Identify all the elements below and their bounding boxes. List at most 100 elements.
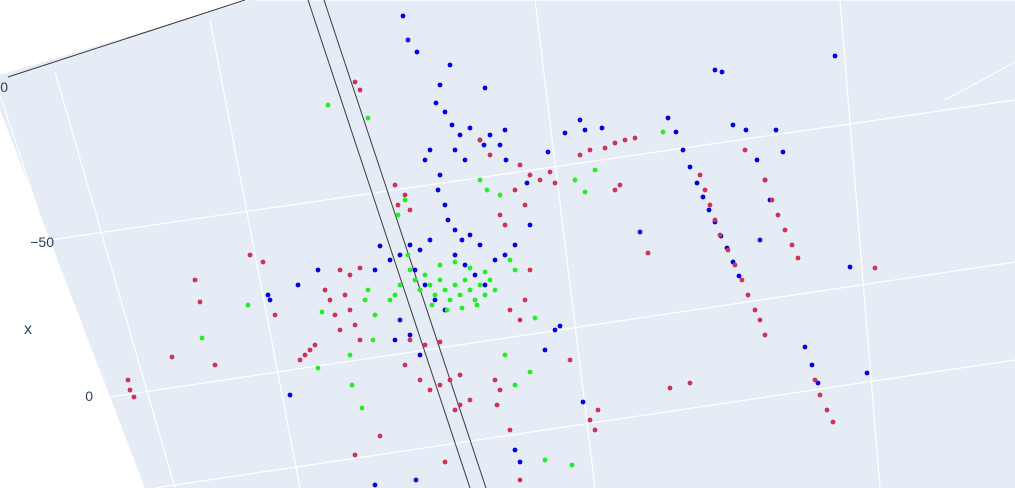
data-point xyxy=(502,127,508,133)
data-point xyxy=(315,267,321,273)
data-point xyxy=(359,405,365,411)
data-point xyxy=(377,433,383,439)
data-point xyxy=(569,462,575,468)
data-point xyxy=(537,177,543,183)
data-point xyxy=(295,282,301,288)
data-point xyxy=(452,252,458,258)
data-point xyxy=(795,255,801,261)
data-point xyxy=(297,357,303,363)
data-point xyxy=(482,282,488,288)
data-points xyxy=(125,13,878,488)
data-point xyxy=(417,247,423,253)
data-point xyxy=(694,180,700,186)
data-point xyxy=(337,327,343,333)
data-point xyxy=(407,242,413,248)
data-point xyxy=(392,182,398,188)
data-point xyxy=(352,452,358,458)
data-point xyxy=(602,145,608,151)
data-point xyxy=(502,352,508,358)
data-point xyxy=(492,257,498,263)
data-point xyxy=(592,167,598,173)
data-point xyxy=(325,102,331,108)
data-point xyxy=(407,332,413,338)
data-point xyxy=(487,277,493,283)
data-point xyxy=(757,237,763,243)
data-point xyxy=(247,252,253,258)
data-point xyxy=(444,307,450,313)
data-point xyxy=(402,362,408,368)
data-point xyxy=(427,282,433,288)
data-point xyxy=(527,172,533,178)
data-point xyxy=(775,212,781,218)
data-point xyxy=(437,339,443,345)
data-point xyxy=(773,127,779,133)
data-point xyxy=(612,140,618,146)
data-point xyxy=(459,237,465,243)
data-point xyxy=(524,180,530,186)
data-point xyxy=(472,272,478,278)
data-point xyxy=(442,109,448,115)
data-point xyxy=(417,352,423,358)
data-point xyxy=(417,377,423,383)
data-point xyxy=(712,217,718,223)
data-point xyxy=(437,277,443,283)
data-point xyxy=(592,427,598,433)
data-point xyxy=(337,267,343,273)
data-point xyxy=(412,267,418,273)
data-point xyxy=(542,457,548,463)
data-point xyxy=(552,180,558,186)
data-point xyxy=(522,202,528,208)
data-point xyxy=(552,327,558,333)
data-point xyxy=(429,302,435,308)
data-point xyxy=(507,257,513,263)
data-point xyxy=(377,243,383,249)
data-point xyxy=(387,297,393,303)
data-point xyxy=(732,262,738,268)
data-point xyxy=(517,162,523,168)
data-point xyxy=(432,292,438,298)
data-point xyxy=(757,317,763,323)
gridline xyxy=(209,19,301,488)
data-point xyxy=(665,115,671,121)
data-point xyxy=(347,272,353,278)
data-point xyxy=(447,297,453,303)
data-point xyxy=(487,152,493,158)
data-point xyxy=(507,307,513,313)
data-point xyxy=(272,312,278,318)
data-point xyxy=(745,292,751,298)
data-point xyxy=(349,382,355,388)
data-point xyxy=(437,382,443,388)
data-point xyxy=(414,49,420,55)
data-point xyxy=(567,357,573,363)
data-point xyxy=(467,287,473,293)
data-point xyxy=(780,149,786,155)
data-point xyxy=(512,187,518,193)
data-point xyxy=(617,182,623,188)
data-point xyxy=(582,189,588,195)
gridline xyxy=(14,99,1015,246)
data-point xyxy=(260,259,266,265)
data-point xyxy=(762,332,768,338)
tick-label: 0 xyxy=(85,388,93,404)
data-point xyxy=(847,264,853,270)
data-point xyxy=(357,337,363,343)
data-point xyxy=(405,37,411,43)
data-point xyxy=(437,82,443,88)
data-point xyxy=(612,187,618,193)
data-point xyxy=(872,265,878,271)
data-point xyxy=(577,152,583,158)
data-point xyxy=(432,297,438,303)
data-point xyxy=(442,202,448,208)
data-point xyxy=(477,177,483,183)
data-point xyxy=(402,192,408,198)
data-point xyxy=(809,362,815,368)
data-point xyxy=(527,369,533,375)
data-point xyxy=(706,207,712,213)
data-point xyxy=(700,194,706,200)
data-point xyxy=(527,267,533,273)
data-point xyxy=(492,377,498,383)
data-point xyxy=(667,385,673,391)
data-point xyxy=(622,137,628,143)
data-point xyxy=(352,79,358,85)
